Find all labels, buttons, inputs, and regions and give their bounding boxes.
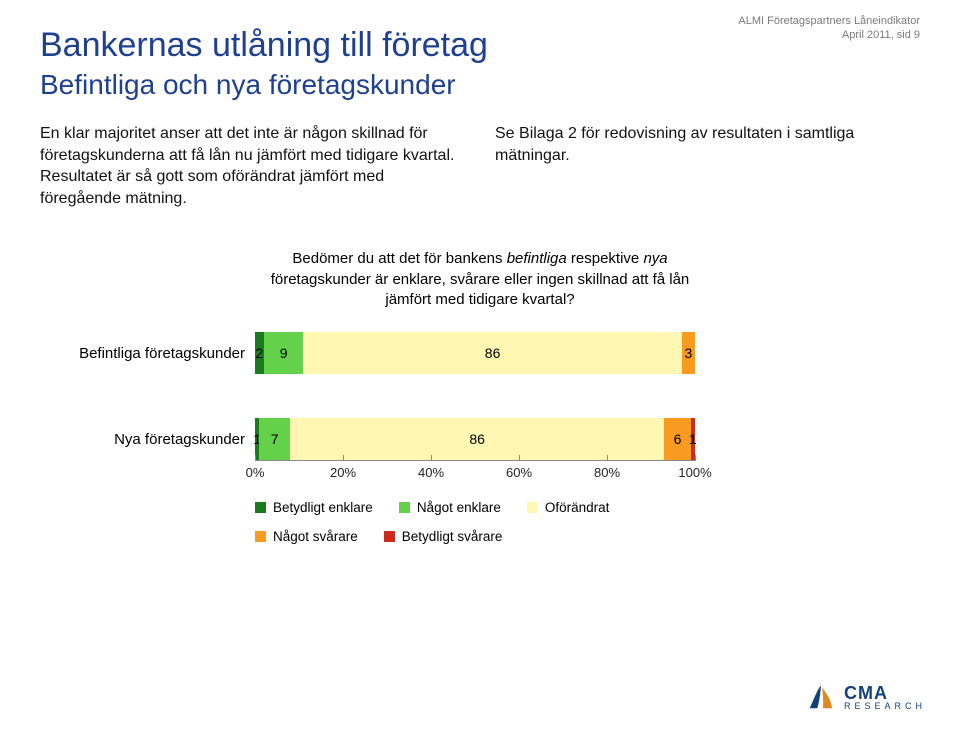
axis-tick-label: 0% bbox=[246, 465, 265, 480]
sail-icon bbox=[806, 682, 836, 712]
legend-label: Betydligt enklare bbox=[273, 500, 373, 515]
chart-title-post: företagskunder är enklare, svårare eller… bbox=[271, 271, 690, 308]
header-line2: April 2011, sid 9 bbox=[738, 28, 920, 42]
axis-tick-label: 40% bbox=[418, 465, 444, 480]
plot-cell: 29863 bbox=[255, 332, 695, 374]
chart-row-label: Nya företagskunder bbox=[40, 431, 255, 448]
axis-tick-label: 80% bbox=[594, 465, 620, 480]
chart-title-pre: Bedömer du att det för bankens bbox=[292, 250, 506, 267]
legend-swatch bbox=[399, 502, 410, 513]
plot-cell: 178661 bbox=[255, 418, 695, 460]
chart-row: Nya företagskunder178661 bbox=[40, 418, 920, 460]
legend-row: Något svårare Betydligt svårare bbox=[255, 529, 695, 544]
legend-label: Något svårare bbox=[273, 529, 358, 544]
chart-row-label: Befintliga företagskunder bbox=[40, 345, 255, 362]
axis-tick bbox=[519, 455, 520, 461]
bar-segment: 3 bbox=[682, 332, 695, 374]
header-meta: ALMI Företagspartners Låneindikator Apri… bbox=[738, 14, 920, 43]
legend-label: Oförändrat bbox=[545, 500, 610, 515]
chart-title-ital1: befintliga bbox=[507, 250, 567, 267]
chart-title: Bedömer du att det för bankens befintlig… bbox=[265, 249, 695, 310]
chart-title-mid: respektive bbox=[567, 250, 644, 267]
intro-col-right: Se Bilaga 2 för redovisning av resultate… bbox=[495, 123, 920, 209]
chart-block: Bedömer du att det för bankens befintlig… bbox=[40, 249, 920, 544]
bar-track: 29863 bbox=[255, 332, 695, 374]
axis-tick bbox=[255, 455, 256, 461]
bar-segment: 7 bbox=[259, 418, 289, 460]
chart-area: Befintliga företagskunder29863Nya företa… bbox=[40, 332, 920, 460]
axis-tick bbox=[343, 455, 344, 461]
legend-swatch bbox=[255, 502, 266, 513]
legend-swatch bbox=[255, 531, 266, 542]
header-line1: ALMI Företagspartners Låneindikator bbox=[738, 14, 920, 28]
bar-segment: 6 bbox=[664, 418, 690, 460]
legend-label: Något enklare bbox=[417, 500, 501, 515]
page-subtitle: Befintliga och nya företagskunder bbox=[40, 69, 920, 101]
intro-col-left: En klar majoritet anser att det inte är … bbox=[40, 123, 465, 209]
page: ALMI Företagspartners Låneindikator Apri… bbox=[0, 0, 960, 730]
bar-segment: 2 bbox=[255, 332, 264, 374]
logo-sub: RESEARCH bbox=[844, 702, 926, 711]
bar-segment: 9 bbox=[264, 332, 304, 374]
axis-spacer bbox=[40, 460, 255, 484]
axis-tick-label: 20% bbox=[330, 465, 356, 480]
bar-segment: 1 bbox=[691, 418, 695, 460]
logo-text: CMA RESEARCH bbox=[844, 684, 926, 711]
axis-tick bbox=[695, 455, 696, 461]
axis-tick-label: 100% bbox=[678, 465, 711, 480]
axis-tick-label: 60% bbox=[506, 465, 532, 480]
bar-track: 178661 bbox=[255, 418, 695, 460]
legend-item: Något svårare bbox=[255, 529, 358, 544]
axis-tick bbox=[607, 455, 608, 461]
legend-swatch bbox=[527, 502, 538, 513]
legend: Betydligt enklare Något enklare Oförändrat… bbox=[255, 500, 695, 544]
legend-item: Oförändrat bbox=[527, 500, 610, 515]
legend-label: Betydligt svårare bbox=[402, 529, 503, 544]
logo: CMA RESEARCH bbox=[806, 682, 926, 712]
bar-segment: 86 bbox=[290, 418, 665, 460]
bar-segment: 86 bbox=[303, 332, 681, 374]
x-axis: 0%20%40%60%80%100% bbox=[255, 460, 695, 484]
logo-cma: CMA bbox=[844, 684, 926, 702]
legend-item: Något enklare bbox=[399, 500, 501, 515]
axis-tick bbox=[431, 455, 432, 461]
intro-columns: En klar majoritet anser att det inte är … bbox=[40, 123, 920, 209]
legend-item: Betydligt enklare bbox=[255, 500, 373, 515]
legend-item: Betydligt svårare bbox=[384, 529, 503, 544]
chart-title-ital2: nya bbox=[643, 250, 667, 267]
legend-swatch bbox=[384, 531, 395, 542]
axis-row: 0% 20% 40% 60% 80% 100% bbox=[40, 460, 920, 484]
legend-row: Betydligt enklare Något enklare Oförändrat bbox=[255, 500, 695, 515]
chart-row: Befintliga företagskunder29863 bbox=[40, 332, 920, 374]
